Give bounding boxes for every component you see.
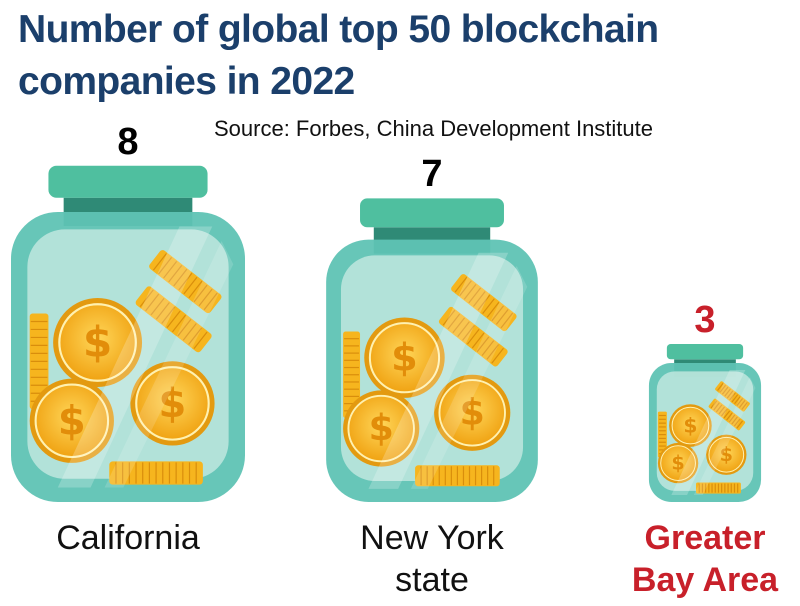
coin-stack-icon (149, 250, 222, 314)
coin-icon: $ (434, 374, 511, 451)
coin-icon: $ (343, 390, 420, 467)
coin-stack-icon (438, 306, 508, 367)
value-label: 8 (117, 120, 139, 163)
jar-lid (48, 165, 208, 198)
jar-lid (360, 198, 504, 228)
coin-icon: $ (657, 442, 699, 484)
value-label: 7 (421, 153, 443, 196)
chart-title: Number of global top 50 blockchain compa… (18, 8, 659, 103)
jar-2: $ $ $ (326, 198, 538, 503)
source-note: Source: Forbes, China Development Instit… (214, 116, 654, 141)
svg-text:$: $ (391, 337, 418, 381)
coin-stack-icon (109, 461, 203, 485)
coin-icon: $ (669, 404, 712, 447)
category-label: California (56, 519, 200, 557)
svg-text:$: $ (720, 443, 733, 466)
coin-icon: $ (53, 298, 143, 387)
value-label: 3 (694, 299, 716, 341)
coin-icon: $ (29, 378, 114, 463)
svg-text:$: $ (159, 381, 187, 427)
coin-stack-icon (696, 482, 741, 494)
svg-text:$: $ (83, 318, 112, 367)
svg-text:$: $ (58, 398, 86, 444)
coin-stack-icon (135, 286, 212, 353)
coin-icon: $ (364, 317, 445, 398)
jar-3: $ $ $ (648, 344, 762, 502)
svg-text:$: $ (460, 391, 485, 434)
coin-stack-icon (708, 398, 746, 431)
svg-text:$: $ (369, 407, 394, 450)
coin-icon: $ (706, 434, 747, 475)
coin-stack-icon (415, 465, 500, 487)
jar-1: $ $ $ (11, 165, 245, 502)
category-label: New York state (360, 519, 504, 599)
coin-stack-icon (451, 274, 517, 332)
svg-text:$: $ (671, 452, 684, 475)
coin-stack-icon (715, 381, 750, 412)
svg-text:$: $ (683, 413, 697, 437)
coin-icon: $ (130, 361, 215, 446)
coin-stack-icon (29, 313, 49, 410)
coin-stack-icon (343, 331, 361, 419)
category-label: Greater Bay Area (631, 519, 779, 599)
jar-lid (666, 344, 744, 360)
